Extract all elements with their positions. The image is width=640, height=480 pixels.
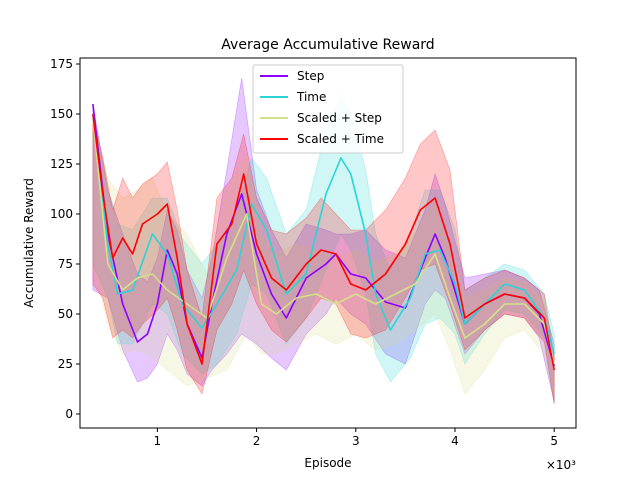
x-tick-label-1: 2 [253,434,261,448]
y-tick-label-0: 0 [65,407,73,421]
y-tick-label-2: 50 [58,307,73,321]
x-axis-multiplier: ×10³ [546,458,576,472]
y-tick-label-3: 75 [58,257,73,271]
x-tick-label-2: 3 [352,434,360,448]
line-series-3 [92,113,555,371]
y-tick-label-7: 175 [50,57,73,71]
legend-label-2: Scaled + Step [297,111,382,125]
x-axis-label: Episode [304,456,351,470]
legend-label-0: Step [297,69,324,83]
y-axis-label: Accumulative Reward [22,178,36,308]
band-series-3 [92,113,555,405]
y-tick-label-6: 150 [50,107,73,121]
series-lines [92,103,555,371]
line-series-2 [92,117,555,365]
x-tick-label-4: 5 [550,434,558,448]
plot-frame [79,57,577,429]
legend-label-1: Time [296,90,326,104]
line-series-1 [92,113,555,355]
x-tick-label-0: 1 [154,434,162,448]
y-tick-label-4: 100 [50,207,73,221]
y-tick-label-1: 25 [58,357,73,371]
y-tick-label-5: 125 [50,157,73,171]
x-axis-ticks: 1 2 3 4 5 [154,428,558,448]
y-axis-ticks: 0 25 50 75 100 125 150 175 [50,57,80,421]
legend: Step Time Scaled + Step Scaled + Time [252,64,404,154]
legend-label-3: Scaled + Time [297,132,384,146]
x-tick-label-3: 4 [451,434,459,448]
chart-title: Average Accumulative Reward [221,37,434,53]
legend-box [252,64,404,154]
